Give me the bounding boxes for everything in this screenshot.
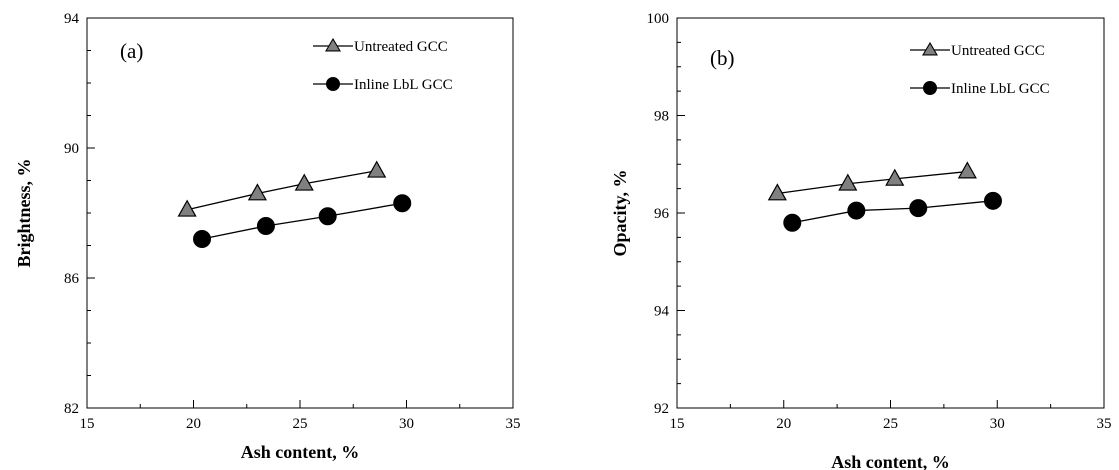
data-point-triangle bbox=[767, 183, 787, 201]
data-point-circle bbox=[783, 213, 802, 232]
data-point-circle bbox=[256, 217, 275, 235]
x-axis-title: Ash content, % bbox=[831, 452, 950, 470]
legend-entry: Inline LbL GCC bbox=[910, 81, 1050, 97]
x-tick-label: 30 bbox=[990, 416, 1005, 432]
data-point-triangle bbox=[294, 173, 314, 191]
data-point-triangle bbox=[247, 183, 267, 201]
y-tick-label: 92 bbox=[654, 401, 669, 417]
y-tick-label: 96 bbox=[654, 206, 670, 222]
x-tick-label: 30 bbox=[399, 416, 414, 432]
y-tick-label: 82 bbox=[64, 401, 79, 417]
data-point-circle bbox=[847, 201, 866, 220]
x-tick-label: 15 bbox=[670, 416, 685, 432]
data-point-circle bbox=[909, 199, 928, 218]
x-tick-label: 35 bbox=[506, 416, 521, 432]
y-axis-title: Brightness, % bbox=[14, 158, 34, 267]
legend-label: Untreated GCC bbox=[354, 39, 448, 55]
x-tick-label: 15 bbox=[80, 416, 95, 432]
x-tick-label: 35 bbox=[1097, 416, 1112, 432]
x-tick-label: 25 bbox=[293, 416, 308, 432]
data-point-triangle bbox=[885, 168, 905, 186]
y-tick-label: 100 bbox=[647, 11, 670, 27]
legend-label: Untreated GCC bbox=[951, 43, 1045, 59]
y-tick-label: 94 bbox=[654, 304, 670, 320]
data-point-circle bbox=[393, 194, 412, 213]
data-point-circle bbox=[193, 230, 212, 248]
y-tick-label: 90 bbox=[64, 141, 79, 157]
data-point-triangle bbox=[838, 173, 858, 191]
legend-label: Inline LbL GCC bbox=[354, 77, 453, 93]
data-point-triangle bbox=[957, 161, 977, 179]
legend-label: Inline LbL GCC bbox=[951, 81, 1050, 97]
data-point-circle bbox=[983, 191, 1002, 210]
panel-label: (a) bbox=[120, 39, 143, 63]
legend-circle-marker bbox=[923, 81, 937, 95]
x-tick-label: 20 bbox=[776, 416, 791, 432]
y-tick-label: 94 bbox=[64, 11, 80, 27]
panel-label: (b) bbox=[710, 46, 735, 70]
chart-panel-b: 15 20 25 30 35 92 94 96 98 100 Ash content, % Opaci… bbox=[610, 11, 1112, 470]
series-line bbox=[792, 200, 994, 224]
series-line bbox=[186, 170, 377, 211]
data-point-circle bbox=[318, 207, 337, 226]
x-tick-label: 20 bbox=[186, 416, 201, 432]
legend-entry: Untreated GCC bbox=[910, 41, 1045, 59]
data-point-triangle bbox=[177, 199, 197, 217]
plot-frame bbox=[676, 17, 1105, 409]
series-line bbox=[777, 170, 968, 195]
x-axis-title: Ash content, % bbox=[241, 442, 360, 462]
y-tick-label: 98 bbox=[654, 109, 669, 125]
chart-panel-a: 15 20 25 30 35 82 86 90 94 Ash content, % Brightne… bbox=[14, 11, 521, 462]
series-line bbox=[201, 202, 403, 240]
y-tick-label: 86 bbox=[64, 271, 80, 287]
legend-circle-marker bbox=[326, 77, 340, 91]
legend-entry: Untreated GCC bbox=[313, 37, 448, 55]
legend-entry: Inline LbL GCC bbox=[313, 77, 453, 93]
data-point-triangle bbox=[367, 160, 387, 178]
legend-triangle-marker bbox=[922, 41, 938, 56]
legend-triangle-marker bbox=[325, 37, 341, 52]
x-tick-label: 25 bbox=[883, 416, 898, 432]
y-axis-title: Opacity, % bbox=[610, 169, 630, 256]
